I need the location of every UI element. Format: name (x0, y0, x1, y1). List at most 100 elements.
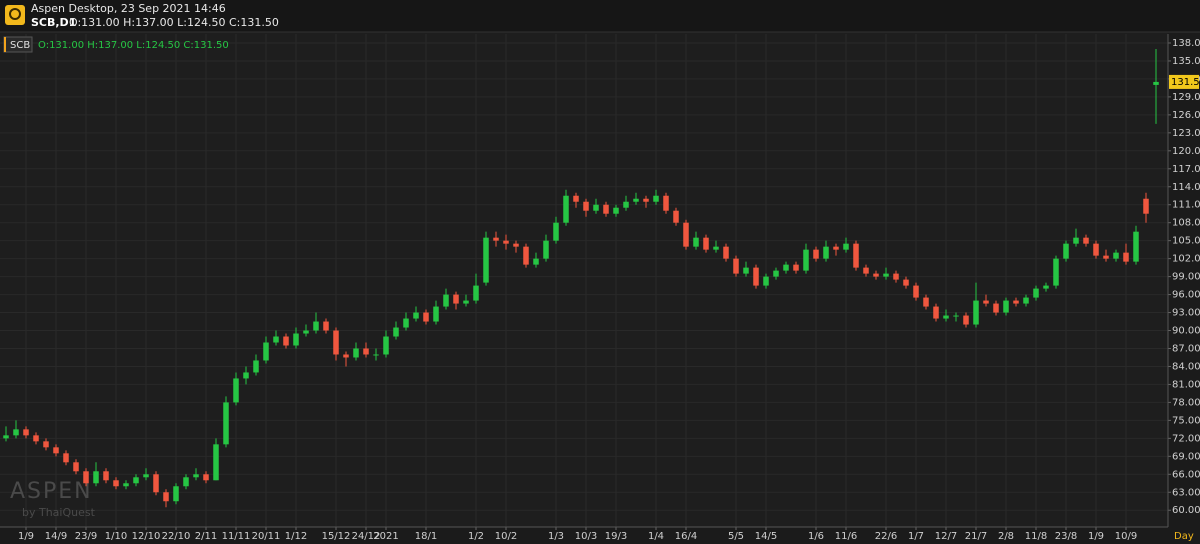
candle-body (963, 315, 969, 325)
price-tag: 131.50 (1171, 77, 1200, 88)
candle-body (1033, 288, 1039, 298)
y-tick-label: 75.00 (1172, 415, 1200, 426)
candle-body (373, 354, 379, 356)
legend-swatch (4, 37, 6, 52)
candle-body (133, 477, 139, 484)
candle-body (1103, 255, 1109, 259)
candle-body (573, 195, 579, 202)
x-tick-label: 18/1 (415, 531, 437, 542)
candle-body (943, 315, 949, 319)
candle-body (313, 321, 319, 331)
candle-body (973, 300, 979, 325)
candle-body (613, 207, 619, 214)
y-tick-label: 138.00 (1172, 38, 1200, 49)
candle-body (443, 294, 449, 307)
x-tick-label: 22/6 (875, 531, 897, 542)
y-tick-label: 60.00 (1172, 505, 1200, 516)
y-tick-label: 69.00 (1172, 451, 1200, 462)
x-tick-label: 10/9 (1115, 531, 1137, 542)
candle-body (103, 471, 109, 481)
x-tick-label: 5/5 (728, 531, 744, 542)
candles (3, 48, 1159, 508)
x-tick-label: 1/2 (468, 531, 484, 542)
y-tick-label: 66.00 (1172, 469, 1200, 480)
candle-body (723, 246, 729, 259)
y-tick-label: 126.00 (1172, 110, 1200, 121)
candle-body (703, 237, 709, 250)
candle-body (533, 258, 539, 265)
x-tick-label: 2021 (373, 531, 398, 542)
candle-body (503, 240, 509, 244)
candle-body (713, 246, 719, 250)
candle-body (993, 303, 999, 313)
x-tick-label: 1/10 (105, 531, 127, 542)
candle-body (953, 315, 959, 317)
candle-body (353, 348, 359, 358)
candle-body (423, 312, 429, 322)
legend-quote: O:131.00 H:137.00 L:124.50 C:131.50 (38, 40, 229, 51)
candle-body (393, 327, 399, 337)
candle-body (793, 264, 799, 271)
y-tick-label: 135.00 (1172, 56, 1200, 67)
y-tick-label: 111.00 (1172, 200, 1200, 211)
x-axis-panel (0, 527, 1200, 544)
app-title: Aspen Desktop, 23 Sep 2021 14:46 (31, 2, 226, 15)
candle-body (783, 264, 789, 271)
y-tick-label: 99.00 (1172, 272, 1200, 283)
x-tick-label: 12/7 (935, 531, 957, 542)
candle-body (73, 462, 79, 472)
x-tick-label: 12/10 (132, 531, 161, 542)
candle-body (673, 210, 679, 223)
candle-body (1153, 81, 1159, 85)
candle-body (413, 312, 419, 319)
candle-body (43, 441, 49, 448)
candle-body (433, 306, 439, 322)
y-tick-label: 84.00 (1172, 361, 1200, 372)
candle-body (1003, 300, 1009, 313)
y-axis-panel (1168, 33, 1200, 544)
candle-body (823, 246, 829, 259)
candle-body (733, 258, 739, 274)
x-tick-label: 1/9 (1088, 531, 1104, 542)
y-tick-label: 87.00 (1172, 343, 1200, 354)
candle-body (153, 474, 159, 493)
header-bar (0, 0, 1200, 32)
x-tick-label: 19/3 (605, 531, 627, 542)
x-axis-label: Day (1174, 531, 1194, 542)
x-tick-label: 23/8 (1055, 531, 1077, 542)
candle-body (1143, 198, 1149, 214)
candle-body (163, 492, 169, 502)
candle-body (253, 360, 259, 373)
candle-body (753, 267, 759, 286)
y-tick-label: 96.00 (1172, 290, 1200, 301)
candle-body (633, 198, 639, 202)
candle-body (113, 480, 119, 487)
candle-body (213, 444, 219, 481)
candle-body (803, 249, 809, 271)
candle-body (273, 336, 279, 343)
y-tick-label: 81.00 (1172, 379, 1200, 390)
candle-body (1123, 252, 1129, 262)
candle-body (3, 435, 9, 439)
x-tick-label: 11/8 (1025, 531, 1047, 542)
y-tick-label: 72.00 (1172, 433, 1200, 444)
candle-body (13, 429, 19, 436)
candle-body (123, 483, 129, 487)
x-tick-label: 2/11 (195, 531, 217, 542)
candle-body (1013, 300, 1019, 304)
candle-body (403, 318, 409, 328)
y-tick-label: 93.00 (1172, 308, 1200, 319)
candle-body (333, 330, 339, 355)
symbol: SCB,D1 (31, 16, 76, 29)
candle-body (53, 447, 59, 454)
x-tick-label: 24/12 (352, 531, 381, 542)
y-tick-label: 120.00 (1172, 146, 1200, 157)
candle-body (863, 267, 869, 274)
x-tick-label: 11/6 (835, 531, 857, 542)
candle-body (1133, 231, 1139, 262)
candle-body (93, 471, 99, 484)
candle-body (203, 474, 209, 481)
candle-body (453, 294, 459, 304)
x-tick-label: 2/8 (998, 531, 1014, 542)
